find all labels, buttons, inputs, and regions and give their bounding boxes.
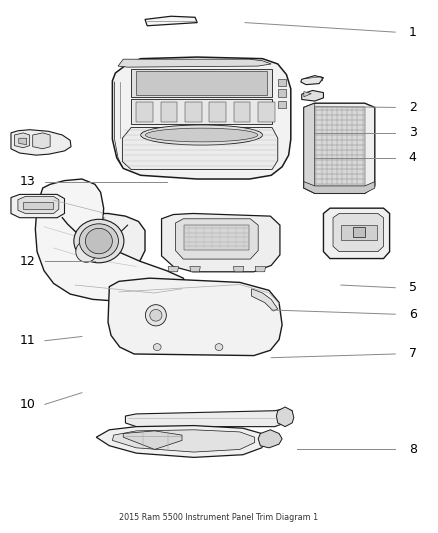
Polygon shape [53, 214, 145, 270]
Polygon shape [176, 219, 258, 259]
Ellipse shape [145, 305, 166, 326]
Polygon shape [113, 57, 291, 179]
Polygon shape [255, 266, 265, 272]
Polygon shape [168, 266, 179, 272]
Polygon shape [14, 133, 30, 148]
Polygon shape [302, 91, 323, 101]
Polygon shape [131, 100, 272, 124]
Polygon shape [234, 102, 251, 122]
Polygon shape [333, 214, 384, 252]
Text: 1: 1 [409, 26, 417, 38]
Text: 8: 8 [409, 443, 417, 456]
Text: 7: 7 [409, 348, 417, 360]
Ellipse shape [79, 224, 118, 259]
Polygon shape [184, 225, 249, 249]
Ellipse shape [85, 228, 113, 254]
Polygon shape [258, 430, 282, 448]
Polygon shape [136, 71, 267, 95]
Polygon shape [162, 214, 280, 272]
Text: 2015 Ram 5500 Instrument Panel Trim Diagram 1: 2015 Ram 5500 Instrument Panel Trim Diag… [120, 513, 318, 522]
Polygon shape [276, 407, 294, 426]
Polygon shape [304, 103, 315, 188]
Polygon shape [233, 266, 244, 272]
Ellipse shape [141, 125, 262, 145]
Polygon shape [122, 127, 278, 169]
Polygon shape [304, 103, 375, 193]
Polygon shape [23, 202, 53, 209]
Text: 11: 11 [20, 334, 35, 347]
Polygon shape [18, 197, 59, 214]
Text: 5: 5 [409, 281, 417, 294]
Polygon shape [35, 179, 187, 303]
Polygon shape [62, 251, 84, 273]
Ellipse shape [215, 344, 223, 351]
Ellipse shape [74, 219, 124, 263]
Polygon shape [323, 208, 390, 259]
Text: 12: 12 [20, 255, 35, 268]
Polygon shape [252, 289, 278, 311]
Polygon shape [108, 278, 282, 356]
Polygon shape [33, 133, 50, 149]
Polygon shape [190, 266, 200, 272]
Polygon shape [161, 102, 177, 122]
Text: 13: 13 [20, 175, 35, 188]
Text: 4: 4 [409, 151, 417, 164]
Polygon shape [11, 195, 64, 217]
Text: 6: 6 [409, 308, 417, 321]
Polygon shape [278, 79, 286, 86]
Text: 3: 3 [409, 126, 417, 140]
Polygon shape [353, 227, 365, 237]
Polygon shape [123, 431, 182, 449]
Polygon shape [301, 76, 323, 85]
Polygon shape [11, 130, 71, 155]
Polygon shape [145, 16, 197, 26]
Polygon shape [278, 101, 286, 108]
Polygon shape [304, 182, 375, 193]
Polygon shape [278, 90, 286, 97]
Polygon shape [185, 102, 201, 122]
Polygon shape [136, 102, 153, 122]
Polygon shape [131, 69, 272, 97]
Ellipse shape [153, 344, 161, 351]
Polygon shape [209, 102, 226, 122]
Polygon shape [118, 59, 271, 67]
Polygon shape [341, 225, 377, 240]
Polygon shape [19, 138, 27, 144]
Polygon shape [96, 425, 266, 457]
Text: 10: 10 [20, 398, 35, 411]
Polygon shape [258, 102, 275, 122]
Ellipse shape [145, 128, 258, 142]
Polygon shape [113, 430, 254, 452]
Polygon shape [113, 261, 125, 272]
Ellipse shape [150, 310, 162, 321]
Text: 2: 2 [409, 101, 417, 114]
Ellipse shape [76, 241, 97, 262]
Polygon shape [314, 108, 365, 188]
Polygon shape [125, 409, 292, 426]
Polygon shape [304, 92, 311, 97]
